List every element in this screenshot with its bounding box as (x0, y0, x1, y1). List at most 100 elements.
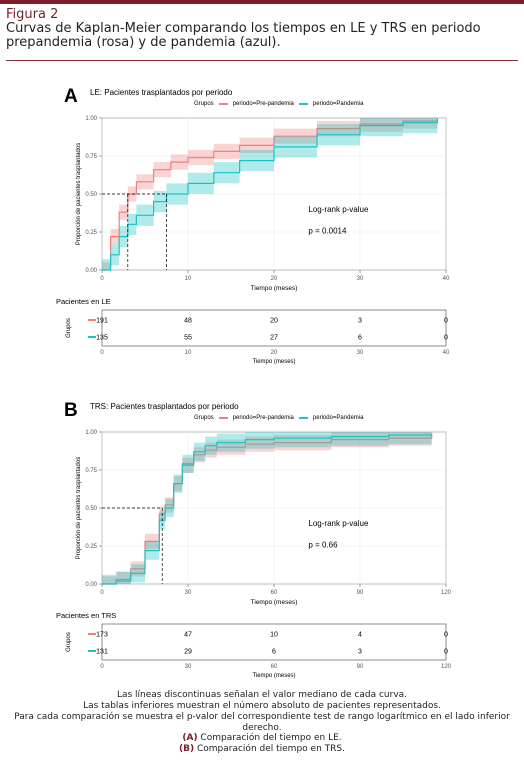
y-tick-label: 0.75 (85, 468, 97, 474)
risk-x-tick-label: 60 (271, 664, 278, 670)
legend-pre-label: periodo=Pre-pandemia (232, 414, 294, 421)
risk-count: 29 (184, 649, 192, 656)
footer-key-b-text: Comparación del tiempo en TRS. (194, 744, 345, 754)
risk-x-tick-label: 90 (357, 664, 364, 670)
y-tick-label: 0.25 (85, 230, 97, 236)
x-tick-label: 30 (357, 276, 364, 282)
risk-table-title: Pacientes en TRS (56, 611, 116, 620)
y-axis-label: Proporción de pacientes trasplantados (76, 457, 82, 559)
risk-count: 0 (444, 632, 448, 639)
figure-label: Figura 2 (6, 7, 59, 22)
risk-count: 0 (444, 335, 448, 342)
x-tick-label: 60 (271, 590, 278, 596)
y-tick-label: 0.00 (85, 582, 97, 588)
risk-table-ylabel: Grupos (66, 632, 72, 652)
panel-a-title: LE: Pacientes trasplantados por periodo (90, 88, 233, 97)
risk-count: 10 (270, 632, 278, 639)
panel-b-legend: Grupos periodo=Pre-pandemia periodo=Pand… (194, 414, 363, 421)
top-accent-bar (0, 0, 524, 4)
y-tick-label: 0.25 (85, 544, 97, 550)
panel-b-title: TRS: Pacientes trasplantados por periodo (90, 402, 239, 411)
risk-count: 3 (358, 649, 362, 656)
y-tick-label: 0.50 (85, 506, 97, 512)
y-tick-label: 0.50 (85, 192, 97, 198)
logrank-p-value: p = 0.0014 (308, 227, 347, 236)
risk-count: 6 (272, 649, 276, 656)
footer-key-a-tag: (A) (182, 733, 198, 743)
risk-count: 55 (184, 335, 192, 342)
legend-pan-swatch (298, 414, 309, 421)
panel-a-legend: Grupos periodo=Pre-pandemia periodo=Pand… (194, 100, 363, 107)
logrank-p-value: p = 0.66 (308, 541, 338, 550)
x-tick-label: 0 (100, 276, 104, 282)
x-axis-label: Tiempo (meses) (251, 599, 298, 606)
risk-count: 191 (96, 318, 108, 325)
panel-b-letter: B (64, 400, 78, 421)
panel-b-chart: 0 30 60 90 120 0.00 0.25 0.50 0.75 1.00 Tiempo (me… (76, 430, 452, 606)
risk-table-panel (101, 623, 447, 661)
y-tick-label: 0.00 (85, 268, 97, 274)
risk-count: 47 (184, 632, 192, 639)
risk-count: 131 (96, 649, 108, 656)
logrank-title: Log-rank p-value (308, 519, 369, 528)
footer-panel-keys: (A) Comparación del tiempo en LE. (B) Co… (0, 733, 524, 755)
confidence-band (102, 432, 432, 584)
risk-count: 135 (96, 335, 108, 342)
footer-key-a: (A) Comparación del tiempo en LE. (0, 733, 524, 744)
risk-x-tick-label: 10 (185, 350, 192, 356)
km-curve (102, 433, 433, 585)
risk-count: 0 (444, 649, 448, 656)
footer-key-b-tag: (B) (179, 744, 195, 754)
risk-table-panel (101, 309, 447, 347)
risk-count: 48 (184, 318, 192, 325)
y-tick-label: 1.00 (85, 116, 97, 122)
footer-key-a-text: Comparación del tiempo en LE. (197, 733, 342, 743)
risk-count: 173 (96, 632, 108, 639)
x-tick-label: 40 (443, 276, 450, 282)
legend-pre-label: periodo=Pre-pandemia (232, 100, 294, 107)
x-tick-label: 20 (271, 276, 278, 282)
x-tick-label: 0 (100, 590, 104, 596)
legend-pan-label: periodo=Pandemia (312, 100, 364, 107)
footer-line-1: Las líneas discontinuas señalan el valor… (116, 690, 408, 700)
x-tick-label: 10 (185, 276, 192, 282)
y-tick-label: 1.00 (85, 430, 97, 436)
legend-title: Grupos (194, 414, 214, 421)
risk-count: 4 (358, 632, 362, 639)
confidence-band (102, 118, 438, 270)
risk-x-tick-label: 0 (100, 350, 104, 356)
risk-count: 6 (358, 335, 362, 342)
risk-table-ylabel: Grupos (66, 318, 72, 338)
caption-separator (6, 60, 518, 61)
legend-pan-swatch (298, 100, 309, 107)
risk-table-title: Pacientes en LE (56, 297, 111, 306)
x-tick-label: 120 (441, 590, 452, 596)
risk-count: 20 (270, 318, 278, 325)
y-tick-label: 0.75 (85, 154, 97, 160)
risk-x-tick-label: 40 (443, 350, 450, 356)
risk-count: 27 (270, 335, 278, 342)
y-axis-label: Proporción de pacientes trasplantados (76, 143, 82, 245)
risk-count: 3 (358, 318, 362, 325)
km-curve (102, 119, 438, 271)
risk-count: 0 (444, 318, 448, 325)
risk-x-axis-label: Tiempo (meses) (252, 359, 295, 365)
legend-title: Grupos (194, 100, 214, 107)
x-axis-label: Tiempo (meses) (251, 285, 298, 292)
confidence-band (102, 432, 432, 584)
risk-x-axis-label: Tiempo (meses) (252, 673, 295, 679)
x-tick-label: 90 (357, 590, 364, 596)
risk-x-tick-label: 120 (441, 664, 452, 670)
footer-line-3: Para cada comparación se muestra el p-va… (14, 712, 510, 733)
risk-x-tick-label: 30 (357, 350, 364, 356)
panel-a-letter: A (64, 86, 78, 107)
legend-pan-label: periodo=Pandemia (312, 414, 364, 421)
risk-x-tick-label: 20 (271, 350, 278, 356)
x-tick-label: 30 (185, 590, 192, 596)
legend-pre-swatch (218, 100, 229, 107)
footer-notes: Las líneas discontinuas señalan el valor… (0, 690, 524, 734)
logrank-title: Log-rank p-value (308, 205, 369, 214)
footer-key-b: (B) Comparación del tiempo en TRS. (0, 744, 524, 755)
